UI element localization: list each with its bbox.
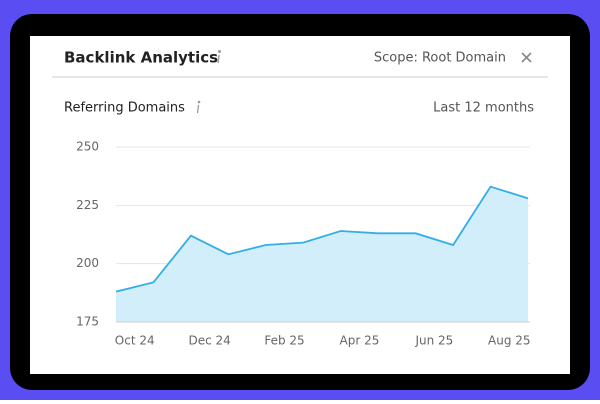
card-title: Backlink Analytics [64,49,218,67]
scope[interactable]: Scope: Root Domain [374,51,506,66]
y-tick-label: 200 [76,256,99,270]
x-tick-label: Aug 25 [488,334,531,348]
info-icon[interactable] [196,100,201,114]
y-tick-label: 175 [76,315,99,329]
chart-subtitle: Last 12 months [433,101,534,116]
x-tick-label: Oct 24 [115,334,155,348]
info-icon[interactable] [217,50,221,64]
x-tick-label: Jun 25 [414,334,453,348]
area [116,186,528,322]
chart-title: Referring Domains [64,101,185,116]
y-tick-label: 225 [76,198,99,212]
y-tick-label: 250 [76,140,99,154]
close-button[interactable] [521,52,532,63]
line [115,185,529,293]
x-tick-label: Dec 24 [188,334,230,348]
x-tick-label: Apr 25 [340,334,380,348]
x-tick-label: Feb 25 [264,334,304,348]
